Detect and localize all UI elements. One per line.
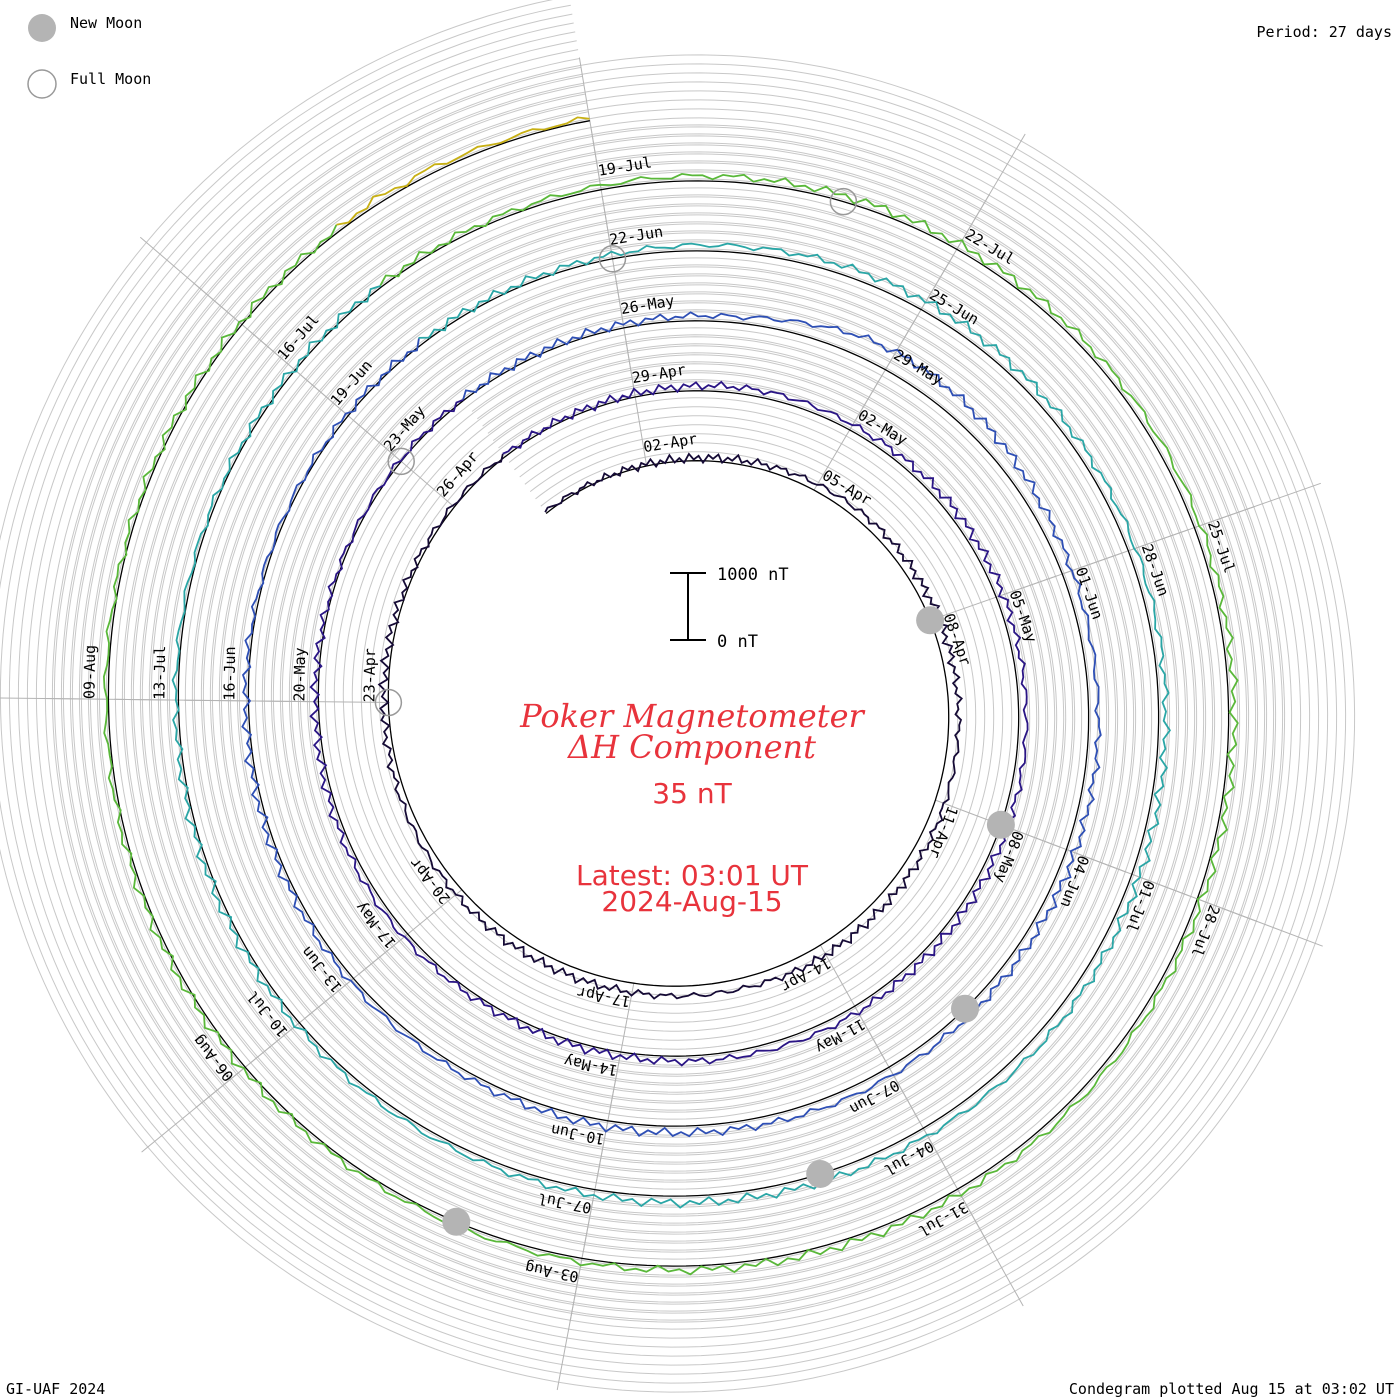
scale-top-label: 1000 nT	[717, 565, 789, 585]
grid-ring	[0, 13, 1338, 1375]
new-moon-legend-label: New Moon	[70, 14, 142, 32]
chart-title-line2: ΔH Component	[566, 728, 816, 766]
date-spoke	[556, 1258, 583, 1391]
series-line-6	[336, 116, 590, 226]
date-label: 06-Aug	[189, 1032, 237, 1085]
grid-ring	[8, 22, 1329, 1366]
full-moon-marker	[598, 245, 627, 273]
date-label: 13-Jul	[150, 646, 169, 700]
date-label: 09-Aug	[80, 645, 99, 699]
full-moon-marker	[374, 688, 403, 717]
footer-left: GI-UAF 2024	[6, 1380, 105, 1398]
series-line-4	[171, 242, 1171, 1209]
moon-markers	[374, 187, 1015, 1236]
date-spoke	[957, 1188, 1024, 1307]
new-moon-marker	[951, 994, 979, 1023]
new-moon-marker	[986, 810, 1015, 839]
date-spoke	[1197, 898, 1323, 947]
grid-ring	[53, 66, 1284, 1321]
full-moon-marker	[387, 447, 415, 476]
date-spoke	[578, 57, 602, 190]
new-moon-marker	[442, 1207, 471, 1236]
grid-ring	[44, 58, 1293, 1330]
date-spoke	[0, 697, 109, 700]
grid-ring	[80, 93, 1257, 1294]
date-spoke	[1194, 482, 1321, 529]
grid-ring	[98, 111, 1239, 1276]
date-label: 14-Apr	[778, 954, 834, 996]
new-moon-marker	[916, 606, 945, 635]
current-value: 35 nT	[652, 777, 732, 810]
baselines	[107, 120, 1230, 1267]
grid-rings	[0, 0, 1356, 1393]
latest-time: Latest: 03:01 UT	[576, 859, 809, 892]
date-label: 22-Jun	[608, 222, 664, 249]
chart-title-line1: Poker Magnetometer	[519, 697, 865, 735]
series-line-3	[241, 311, 1102, 1138]
full-moon-legend-icon	[27, 69, 57, 99]
grid-ring	[71, 84, 1266, 1303]
series-line-5	[102, 172, 1239, 1276]
date-label: 13-Jun	[298, 943, 346, 996]
date-label: 07-Jul	[536, 1189, 593, 1217]
baseline-spiral	[107, 120, 1230, 1267]
date-label: 03-Aug	[524, 1258, 581, 1286]
full-moon-marker	[829, 187, 858, 216]
date-label: 16-Jun	[220, 646, 239, 700]
grid-ring	[62, 75, 1275, 1312]
latest-date: 2024-Aug-15	[601, 885, 782, 918]
date-label: 19-Jun	[327, 356, 376, 409]
date-label: 23-May	[380, 402, 429, 455]
scale-bottom-label: 0 nT	[717, 632, 758, 652]
date-label: 26-May	[619, 292, 675, 319]
grid-ring	[17, 31, 1320, 1357]
date-label: 10-Jun	[549, 1121, 606, 1149]
date-spoke	[141, 1066, 246, 1153]
new-moon-marker	[806, 1160, 835, 1188]
grid-ring	[0, 0, 1356, 1393]
scale-bar: 1000 nT 0 nT	[670, 565, 789, 652]
date-label: 19-Jul	[597, 153, 653, 180]
date-label: 23-Apr	[360, 648, 379, 702]
date-spoke	[956, 133, 1026, 250]
grid-ring	[0, 4, 1347, 1384]
grid-ring	[35, 49, 1302, 1339]
date-label: 16-Jul	[274, 311, 323, 364]
full-moon-legend-label: Full Moon	[70, 70, 151, 88]
date-spoke	[139, 236, 243, 325]
date-label: 29-Apr	[631, 361, 687, 388]
date-label: 26-Apr	[433, 448, 482, 501]
period-label: Period: 27 days	[1257, 23, 1392, 41]
grid-ring	[89, 102, 1248, 1285]
footer-right: Condegram plotted Aug 15 at 03:02 UT	[1069, 1380, 1394, 1398]
grid-ring	[26, 40, 1311, 1348]
date-label: 20-May	[290, 647, 309, 701]
new-moon-legend-icon	[28, 14, 56, 42]
series-line-2	[309, 380, 1029, 1067]
series-line-1	[377, 452, 963, 1000]
series-layer	[102, 116, 1239, 1276]
